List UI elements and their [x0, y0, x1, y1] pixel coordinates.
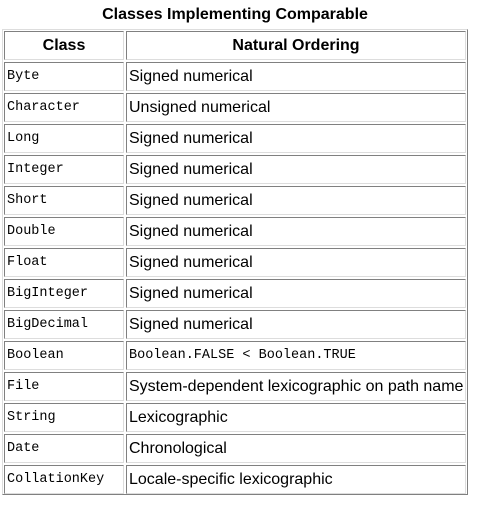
table-row: BigDecimal Signed numerical [4, 310, 466, 339]
class-name-cell: Float [4, 248, 124, 277]
natural-ordering-cell: System-dependent lexicographic on path n… [126, 372, 466, 401]
table-header-row: Class Natural Ordering [4, 31, 466, 60]
table-row: Float Signed numerical [4, 248, 466, 277]
natural-ordering-cell: Signed numerical [126, 248, 466, 277]
table-row: Integer Signed numerical [4, 155, 466, 184]
natural-ordering-cell: Signed numerical [126, 217, 466, 246]
class-name-cell: Boolean [4, 341, 124, 370]
table-row: Boolean Boolean.FALSE < Boolean.TRUE [4, 341, 466, 370]
natural-ordering-cell: Signed numerical [126, 124, 466, 153]
class-name-cell: CollationKey [4, 465, 124, 494]
class-name-cell: Short [4, 186, 124, 215]
class-name-cell: BigInteger [4, 279, 124, 308]
natural-ordering-cell: Locale-specific lexicographic [126, 465, 466, 494]
table-row: Character Unsigned numerical [4, 93, 466, 122]
table-row: Byte Signed numerical [4, 62, 466, 91]
natural-ordering-cell: Signed numerical [126, 186, 466, 215]
comparable-table: Class Natural Ordering Byte Signed numeri… [2, 29, 468, 495]
class-name-cell: File [4, 372, 124, 401]
natural-ordering-cell: Unsigned numerical [126, 93, 466, 122]
column-header-class: Class [4, 31, 124, 60]
class-name-cell: String [4, 403, 124, 432]
natural-ordering-cell: Signed numerical [126, 155, 466, 184]
table-caption: Classes Implementing Comparable [102, 6, 368, 23]
natural-ordering-cell: Signed numerical [126, 62, 466, 91]
table-row: CollationKey Locale-specific lexicographi… [4, 465, 466, 494]
natural-ordering-cell: Lexicographic [126, 403, 466, 432]
natural-ordering-cell: Boolean.FALSE < Boolean.TRUE [126, 341, 466, 370]
natural-ordering-cell: Chronological [126, 434, 466, 463]
class-name-cell: Date [4, 434, 124, 463]
table-row: Date Chronological [4, 434, 466, 463]
class-name-cell: Character [4, 93, 124, 122]
table-row: BigInteger Signed numerical [4, 279, 466, 308]
natural-ordering-cell: Signed numerical [126, 310, 466, 339]
class-name-cell: Byte [4, 62, 124, 91]
column-header-natural-ordering: Natural Ordering [126, 31, 466, 60]
table-row: Long Signed numerical [4, 124, 466, 153]
class-name-cell: Double [4, 217, 124, 246]
class-name-cell: Integer [4, 155, 124, 184]
table-row: File System-dependent lexicographic on pa… [4, 372, 466, 401]
table-body: Byte Signed numerical Character Unsigned nu… [4, 62, 466, 494]
table-row: Double Signed numerical [4, 217, 466, 246]
table-row: Short Signed numerical [4, 186, 466, 215]
class-name-cell: BigDecimal [4, 310, 124, 339]
class-name-cell: Long [4, 124, 124, 153]
natural-ordering-cell: Signed numerical [126, 279, 466, 308]
table-row: String Lexicographic [4, 403, 466, 432]
